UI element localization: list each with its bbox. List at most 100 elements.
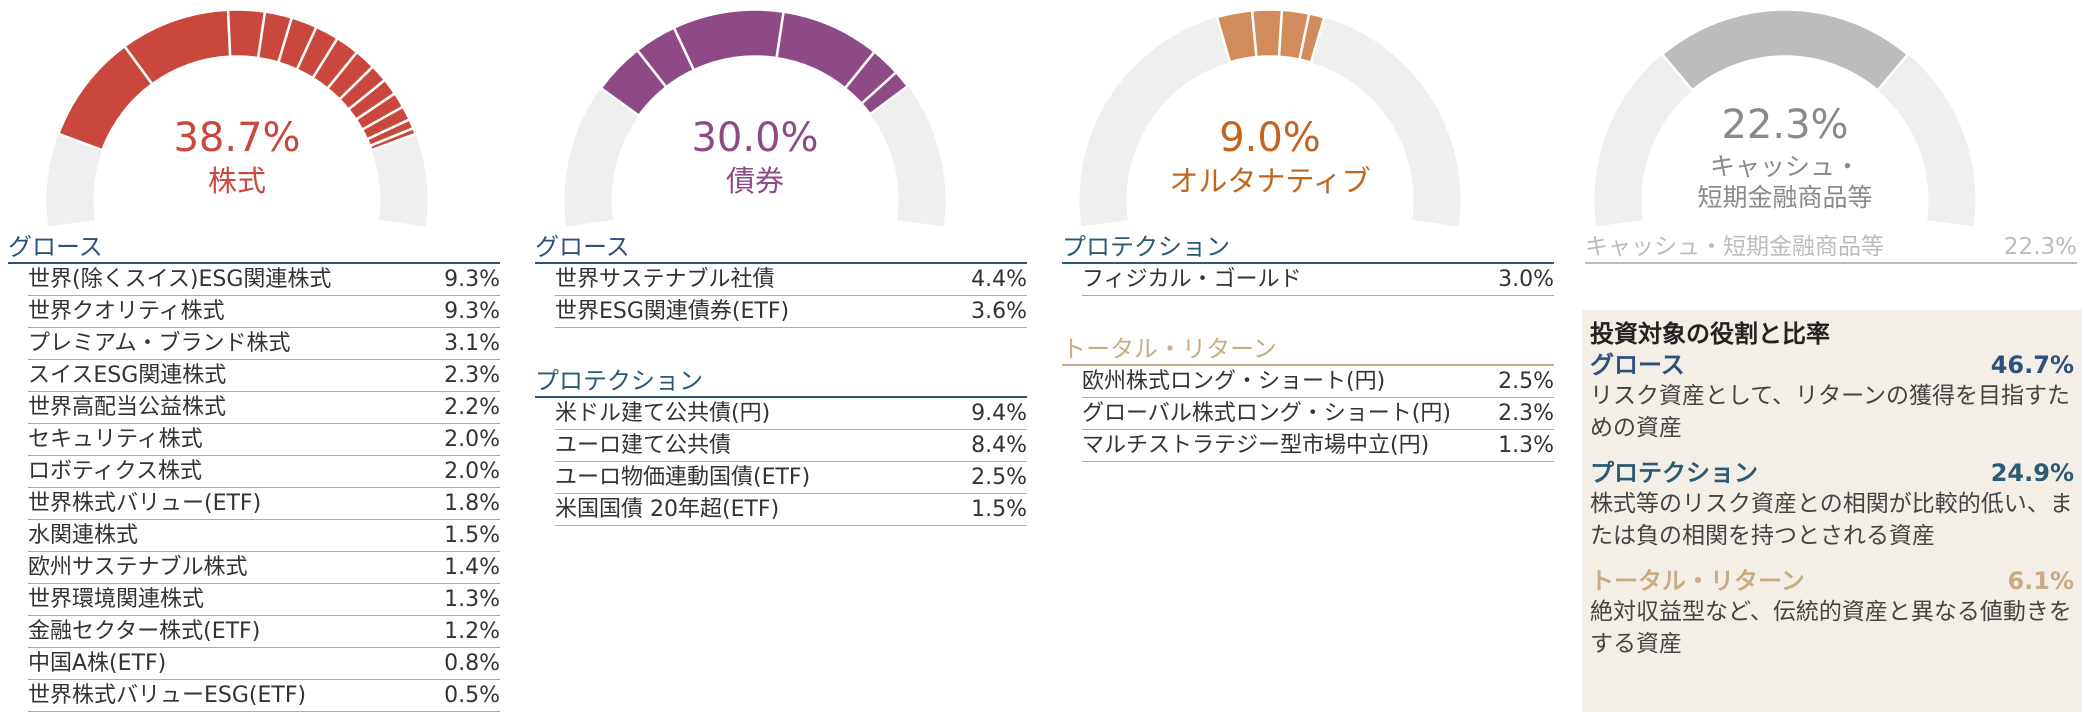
item-name: 米ドル建て公共債(円) [555, 401, 771, 426]
item-name: フィジカル・ゴールド [1082, 267, 1302, 292]
role-name: プロテクション [1590, 459, 1758, 487]
row: グローバル株式ロング・ショート(円) 2.3% [1082, 398, 1554, 430]
gauge-segment [1660, 8, 1910, 93]
role-header: プロテクション 24.9% [1590, 458, 2074, 488]
item-name: 中国A株(ETF) [28, 651, 167, 676]
role-header: グロース 46.7% [1590, 350, 2074, 380]
group-header: プロテクション [535, 366, 1027, 398]
role-value: 6.1% [2007, 567, 2074, 595]
item-value: 2.0% [444, 427, 500, 452]
row: プレミアム・ブランド株式 3.1% [28, 328, 500, 360]
item-value: 9.3% [444, 267, 500, 292]
row: 世界サステナブル社債 4.4% [555, 264, 1027, 296]
group-header: プロテクション [1062, 232, 1554, 264]
role-value: 46.7% [1990, 351, 2074, 379]
row: ロボティクス株式 2.0% [28, 456, 500, 488]
row: 世界高配当公益株式 2.2% [28, 392, 500, 424]
group-header: キャッシュ・短期金融商品等 22.3% [1585, 232, 2077, 264]
item-name: 世界サステナブル社債 [555, 267, 775, 292]
item-value: 2.5% [971, 465, 1027, 490]
item-value: 1.3% [1498, 433, 1554, 458]
row: 世界株式バリュー(ETF) 1.8% [28, 488, 500, 520]
row: 米国国債 20年超(ETF) 1.5% [555, 494, 1027, 526]
row: 欧州サステナブル株式 1.4% [28, 552, 500, 584]
row: 米ドル建て公共債(円) 9.4% [555, 398, 1027, 430]
table: プロテクションフィジカル・ゴールド 3.0% トータル・リターン欧州株式ロング・ショ… [1062, 232, 1554, 462]
item-name: 世界株式バリューESG(ETF) [28, 683, 307, 708]
item-name: ユーロ建て公共債 [555, 433, 732, 458]
gauge-total: 9.0% [1219, 115, 1321, 161]
row: 世界ESG関連債券(ETF) 3.6% [555, 296, 1027, 328]
gauge: 22.3% キャッシュ・短期金融商品等 [1594, 8, 1976, 227]
item-name: スイスESG関連株式 [28, 363, 227, 388]
row: 欧州株式ロング・ショート(円) 2.5% [1082, 366, 1554, 398]
role-header: トータル・リターン 6.1% [1590, 566, 2074, 596]
row: 中国A株(ETF) 0.8% [28, 648, 500, 680]
group-name: プロテクション [1062, 233, 1230, 261]
row: ユーロ物価連動国債(ETF) 2.5% [555, 462, 1027, 494]
gauge-segment [672, 8, 786, 72]
table: グロース世界(除くスイス)ESG関連株式 9.3% 世界クオリティ株式 9.3% プレミ… [8, 232, 500, 712]
roles-title: 投資対象の役割と比率 [1590, 320, 1830, 348]
gauge-segment [1250, 8, 1284, 59]
gauge-total: 30.0% [691, 115, 818, 161]
item-value: 2.3% [444, 363, 500, 388]
row: 金融セクター株式(ETF) 1.2% [28, 616, 500, 648]
item-value: 4.4% [971, 267, 1027, 292]
group-name: プロテクション [535, 367, 703, 395]
item-name: プレミアム・ブランド株式 [28, 331, 291, 356]
group-name: グロース [535, 233, 630, 261]
item-value: 1.4% [444, 555, 500, 580]
item-name: セキュリティ株式 [28, 427, 203, 452]
item-name: ロボティクス株式 [28, 459, 203, 484]
item-value: 0.5% [444, 683, 500, 708]
row: フィジカル・ゴールド 3.0% [1082, 264, 1554, 296]
item-value: 1.3% [444, 587, 500, 612]
item-value: 1.5% [971, 497, 1027, 522]
item-name: 世界株式バリュー(ETF) [28, 491, 262, 516]
row: ユーロ建て公共債 8.4% [555, 430, 1027, 462]
gauge: 9.0%オルタナティブ [1079, 8, 1461, 227]
item-value: 3.6% [971, 299, 1027, 324]
roles-box: 投資対象の役割と比率 グロース 46.7% リスク資産として、リターンの獲得を目指す… [1582, 310, 2082, 712]
table: グロース世界サステナブル社債 4.4% 世界ESG関連債券(ETF) 3.6% プロテク… [535, 232, 1027, 526]
role-name: グロース [1590, 351, 1685, 379]
gauge: 38.7%株式 [46, 8, 428, 227]
item-name: グローバル株式ロング・ショート(円) [1082, 401, 1451, 426]
item-value: 2.3% [1498, 401, 1554, 426]
item-value: 9.3% [444, 299, 500, 324]
row: 世界(除くスイス)ESG関連株式 9.3% [28, 264, 500, 296]
item-name: 米国国債 20年超(ETF) [555, 497, 780, 522]
item-name: 世界ESG関連債券(ETF) [555, 299, 790, 324]
item-name: 世界クオリティ株式 [28, 299, 225, 324]
item-name: 金融セクター株式(ETF) [28, 619, 261, 644]
row: セキュリティ株式 2.0% [28, 424, 500, 456]
item-value: 9.4% [971, 401, 1027, 426]
gauge-category: キャッシュ・ [1710, 152, 1860, 181]
gauge-category: 株式 [208, 164, 266, 198]
role-value: 24.9% [1990, 459, 2074, 487]
gauge-category: オルタナティブ [1169, 164, 1370, 198]
item-value: 1.8% [444, 491, 500, 516]
group-name: トータル・リターン [1062, 335, 1277, 363]
gauge-segment [1298, 12, 1326, 65]
role-name: トータル・リターン [1590, 567, 1805, 595]
role-description: リスク資産として、リターンの獲得を目指すための資産 [1590, 383, 2071, 441]
item-value: 1.2% [444, 619, 500, 644]
row: 世界株式バリューESG(ETF) 0.5% [28, 680, 500, 712]
row: 世界環境関連株式 1.3% [28, 584, 500, 616]
group-name: キャッシュ・短期金融商品等 [1585, 234, 1884, 260]
item-name: 欧州サステナブル株式 [28, 555, 248, 580]
roles: グロース 46.7% リスク資産として、リターンの獲得を目指すための資産プロテクショ… [1590, 350, 2074, 660]
item-value: 2.5% [1498, 369, 1554, 394]
item-value: 3.0% [1498, 267, 1554, 292]
gauge-total: 22.3% [1721, 102, 1848, 148]
item-name: 世界(除くスイス)ESG関連株式 [28, 267, 332, 292]
group-name: グロース [8, 233, 103, 261]
row: スイスESG関連株式 2.3% [28, 360, 500, 392]
group-value: 22.3% [2003, 234, 2077, 260]
item-value: 2.0% [444, 459, 500, 484]
item-value: 1.5% [444, 523, 500, 548]
group-header: トータル・リターン [1062, 334, 1554, 366]
